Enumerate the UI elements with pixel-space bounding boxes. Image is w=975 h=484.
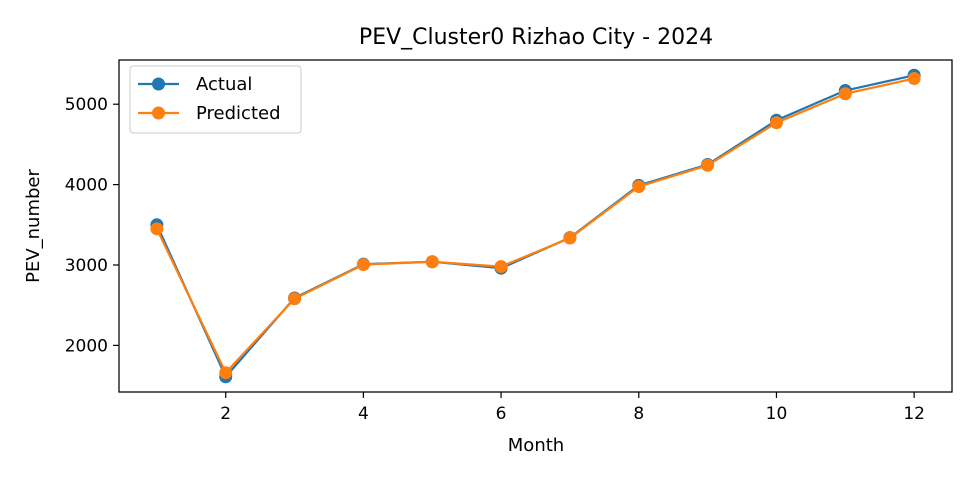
- x-tick-label: 8: [633, 404, 644, 424]
- x-tick-label: 4: [358, 404, 369, 424]
- x-tick-label: 6: [496, 404, 507, 424]
- legend-marker-predicted: [152, 106, 165, 120]
- data-point-predicted: [494, 260, 508, 274]
- data-point-predicted: [701, 158, 715, 172]
- y-axis-ticks: 2000 3000 4000 5000: [65, 95, 119, 356]
- data-point-predicted: [632, 180, 646, 194]
- legend-box: [129, 65, 302, 134]
- data-point-predicted: [425, 255, 439, 269]
- data-point-predicted: [907, 71, 921, 85]
- legend-entry-actual: Actual: [138, 74, 252, 95]
- legend-entry-predicted: Predicted: [138, 103, 281, 124]
- y-tick-label: 3000: [65, 256, 108, 276]
- legend-label-predicted: Predicted: [196, 103, 281, 124]
- x-tick-label: 2: [220, 404, 231, 424]
- y-tick-label: 5000: [65, 95, 108, 115]
- axes-frame: [118, 59, 953, 393]
- data-point-predicted: [563, 231, 577, 245]
- data-point-predicted: [219, 366, 233, 380]
- data-point-predicted: [769, 116, 783, 130]
- legend: Actual Predicted: [129, 65, 302, 134]
- data-point-predicted: [838, 87, 852, 101]
- y-tick-label: 4000: [65, 176, 108, 196]
- data-point-predicted: [288, 292, 302, 306]
- x-axis-label: Month: [508, 435, 564, 456]
- y-axis-label: PEV_number: [23, 169, 44, 283]
- legend-marker-actual: [152, 77, 165, 91]
- y-tick-label: 2000: [65, 336, 108, 356]
- legend-label-actual: Actual: [196, 74, 252, 95]
- plot-area: [150, 68, 921, 384]
- x-axis-ticks: 2 4 6 8 10 12: [220, 392, 925, 424]
- chart-title: PEV_Cluster0 Rizhao City - 2024: [359, 25, 713, 50]
- data-point-predicted: [356, 258, 370, 272]
- series-line-predicted: [155, 77, 915, 374]
- x-tick-label: 10: [766, 404, 788, 424]
- x-tick-label: 12: [903, 404, 925, 424]
- data-point-predicted: [150, 222, 164, 236]
